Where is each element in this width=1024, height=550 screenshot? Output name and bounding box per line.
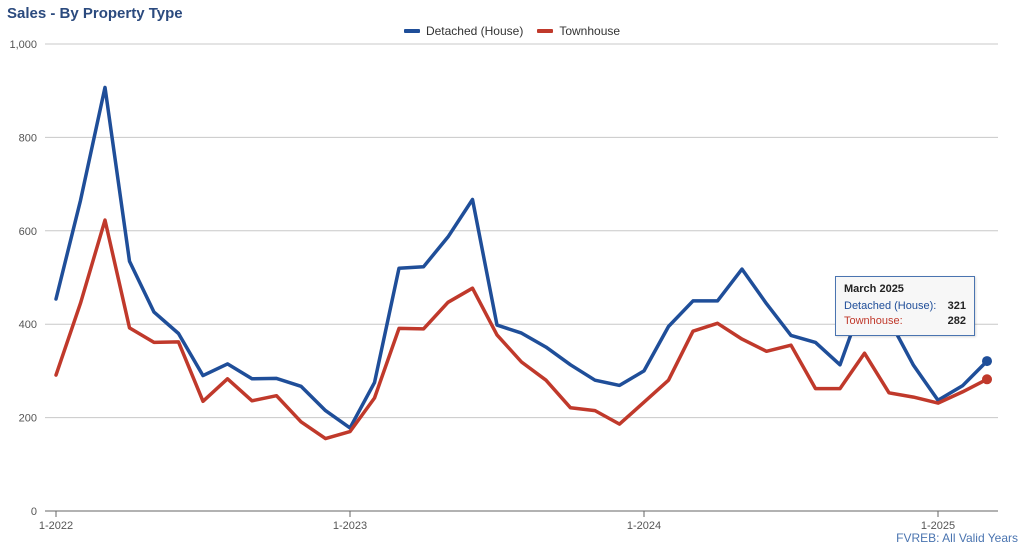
- y-tick-label: 0: [31, 506, 37, 518]
- legend-swatch-townhouse: [537, 29, 554, 33]
- data-point-detached-last: [982, 356, 992, 367]
- tooltip-row-detached: Detached (House): 321: [844, 300, 966, 312]
- chart-title: Sales - By Property Type: [7, 5, 183, 22]
- tooltip-title: March 2025: [844, 283, 904, 295]
- y-tick-label: 600: [19, 226, 37, 238]
- y-tick-label: 1,000: [9, 39, 37, 51]
- legend-item-detached[interactable]: Detached (House): [403, 24, 524, 38]
- y-tick-label: 200: [19, 413, 37, 425]
- tooltip-row-townhouse: Townhouse: 282: [844, 315, 966, 327]
- tooltip-value-townhouse: 282: [947, 315, 966, 327]
- x-tick-label: 1-2025: [921, 520, 955, 532]
- chart-tooltip: March 2025 Detached (House): 321 Townhou…: [835, 276, 975, 336]
- x-tick-label: 1-2022: [39, 520, 73, 532]
- y-tick-label: 400: [19, 319, 37, 331]
- legend-label-townhouse: Townhouse: [559, 24, 621, 38]
- credit-link[interactable]: FVREB: All Valid Years: [896, 531, 1018, 545]
- series-line-detached: [54, 85, 989, 430]
- legend-item-townhouse[interactable]: Townhouse: [537, 24, 620, 38]
- x-tick-label: 1-2023: [333, 520, 367, 532]
- x-tick-label: 1-2024: [627, 520, 661, 532]
- data-point-townhouse-last: [982, 374, 992, 385]
- legend-swatch-detached: [403, 29, 420, 33]
- tooltip-value-detached: 321: [947, 300, 966, 312]
- tooltip-label-detached: Detached (House):: [844, 300, 937, 312]
- y-tick-label: 800: [19, 132, 37, 144]
- chart-legend: Detached (House) Townhouse: [0, 24, 1024, 38]
- tooltip-label-townhouse: Townhouse:: [844, 315, 903, 327]
- series-line-townhouse: [54, 218, 989, 441]
- legend-label-detached: Detached (House): [425, 24, 524, 38]
